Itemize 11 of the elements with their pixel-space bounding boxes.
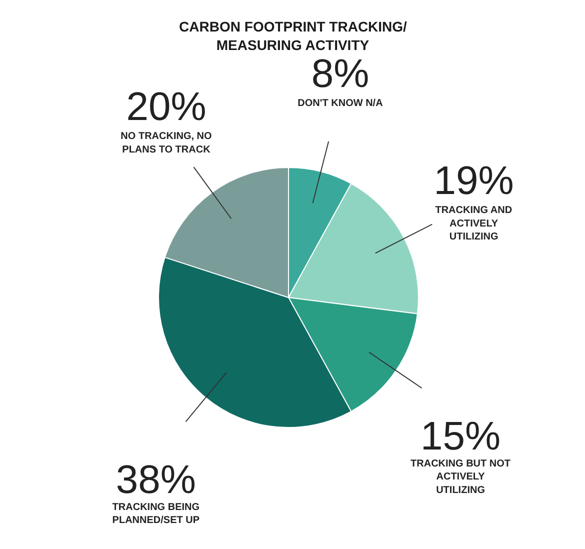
data-label: 19% [434, 159, 514, 204]
slice-label: NO TRACKING, NO PLANS TO TRACK [120, 131, 212, 156]
slice-label: TRACKING AND ACTIVELY UTILIZING [435, 205, 512, 242]
slice-label: DON'T KNOW N/A [298, 98, 383, 110]
slice-label: TRACKING BUT NOT ACTIVELY UTILIZING [410, 458, 511, 496]
data-label: 38% [116, 458, 196, 502]
data-label: 8% [311, 52, 370, 96]
chart-title: CARBON FOOTPRINT TRACKING/ MEASURING ACTIVITY [179, 18, 408, 53]
slice-label: TRACKING BEING PLANNED/SET UP [112, 502, 200, 526]
data-label: 15% [420, 414, 501, 458]
data-label: 20% [126, 85, 206, 130]
